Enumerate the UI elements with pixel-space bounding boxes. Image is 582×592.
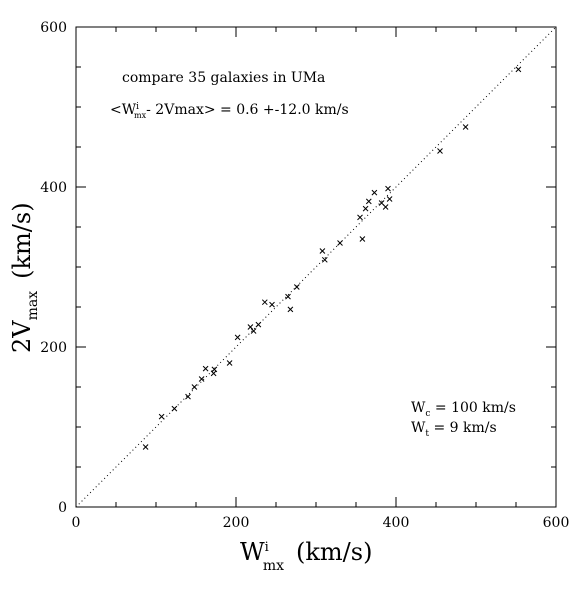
data-point bbox=[269, 301, 275, 308]
x-tick-label: 400 bbox=[383, 515, 410, 531]
x-tick-label: 0 bbox=[72, 515, 81, 531]
x-tick-label: 200 bbox=[223, 515, 250, 531]
data-point bbox=[158, 413, 165, 420]
data-point bbox=[385, 185, 391, 192]
data-point bbox=[362, 205, 369, 212]
data-point bbox=[191, 384, 198, 390]
data-point bbox=[255, 321, 262, 328]
axis-ticks bbox=[75, 26, 557, 508]
data-point bbox=[202, 365, 209, 372]
data-point bbox=[287, 306, 294, 313]
data-point bbox=[371, 189, 378, 196]
y-tick-label: 200 bbox=[40, 340, 67, 356]
x-axis-label: Wi mx (km/s) bbox=[240, 538, 372, 574]
annotation-wt: Wt = 9 km/s bbox=[411, 420, 497, 439]
data-point bbox=[247, 324, 254, 330]
y-tick-label: 0 bbox=[58, 500, 67, 516]
data-point bbox=[365, 198, 372, 205]
data-point bbox=[515, 66, 522, 73]
annotation-wc: Wc = 100 km/s bbox=[411, 400, 516, 419]
data-point bbox=[321, 256, 328, 263]
data-point bbox=[319, 248, 326, 254]
data-point bbox=[234, 334, 241, 341]
data-point bbox=[142, 444, 149, 450]
x-tick-label: 600 bbox=[543, 515, 570, 531]
data-point bbox=[357, 214, 363, 221]
axis-tick-labels: 0 200 400 600 0 200 400 600 bbox=[40, 20, 569, 531]
data-point bbox=[462, 124, 469, 130]
data-point bbox=[185, 393, 191, 400]
data-point bbox=[211, 366, 218, 373]
data-point bbox=[382, 204, 389, 210]
y-axis-label: 2Vmax(km/s) bbox=[8, 202, 41, 353]
y-tick-label: 400 bbox=[40, 180, 67, 196]
data-point bbox=[359, 236, 366, 242]
data-point bbox=[198, 376, 205, 382]
data-point bbox=[285, 293, 291, 300]
data-point bbox=[386, 196, 393, 202]
annotation-compare: compare 35 galaxies in UMa bbox=[122, 70, 325, 86]
data-points bbox=[142, 66, 522, 450]
data-point bbox=[226, 360, 233, 366]
data-point bbox=[250, 328, 257, 334]
data-point bbox=[293, 284, 300, 290]
annotation-mean-difference: <Wi mx- 2Vmax> = 0.6 +-12.0 km/s bbox=[110, 102, 349, 120]
data-point bbox=[171, 405, 178, 412]
data-point bbox=[337, 240, 343, 246]
data-point bbox=[437, 148, 443, 154]
data-point bbox=[261, 299, 268, 306]
y-tick-label: 600 bbox=[40, 20, 67, 36]
